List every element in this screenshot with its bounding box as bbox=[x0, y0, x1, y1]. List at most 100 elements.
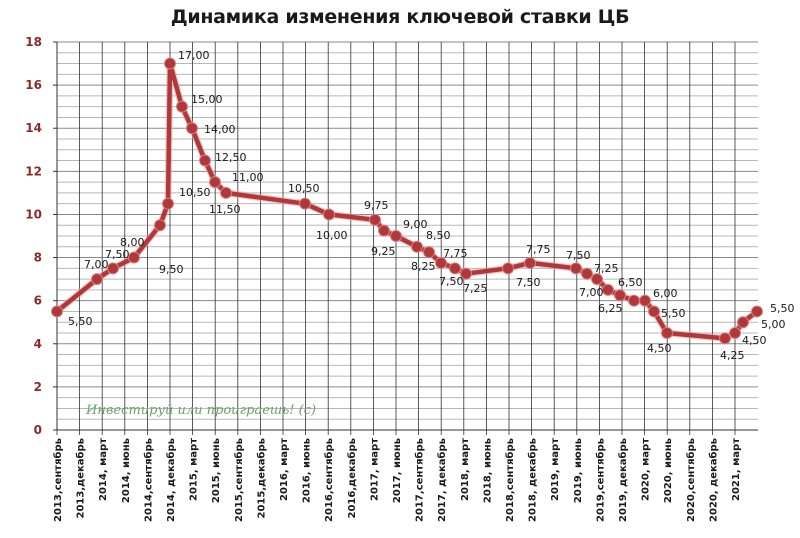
x-tick-label: 2019, июнь bbox=[573, 438, 584, 503]
x-tick-label: 2013,декабрь bbox=[75, 438, 87, 519]
data-point bbox=[128, 251, 140, 264]
series-line bbox=[55, 61, 759, 341]
y-tick-label: 4 bbox=[34, 337, 42, 351]
x-tick-label: 2015,сентябрь bbox=[233, 438, 245, 522]
data-label: 10,00 bbox=[316, 229, 348, 242]
data-point bbox=[751, 305, 763, 318]
data-point bbox=[154, 219, 166, 232]
data-label: 7,50 bbox=[566, 249, 591, 262]
data-point bbox=[209, 176, 221, 189]
data-label: 7,00 bbox=[579, 286, 604, 299]
data-label: 5,00 bbox=[761, 318, 786, 331]
x-tick-label: 2016, март bbox=[279, 438, 290, 501]
y-tick-label: 0 bbox=[34, 423, 42, 437]
x-tick-label: 2017, июнь bbox=[392, 438, 403, 503]
data-labels: 5,507,007,508,009,5010,5017,0015,0014,00… bbox=[68, 49, 795, 362]
x-tick-label: 2020, март bbox=[641, 438, 652, 501]
y-tick-label: 14 bbox=[25, 121, 42, 135]
data-point bbox=[570, 262, 582, 275]
chart-title: Динамика изменения ключевой ставки ЦБ bbox=[170, 6, 630, 28]
data-label: 7,25 bbox=[463, 282, 488, 295]
data-point bbox=[614, 289, 626, 302]
data-label: 7,75 bbox=[526, 243, 551, 256]
data-point bbox=[91, 273, 103, 286]
data-label: 9,00 bbox=[403, 218, 428, 231]
x-tick-label: 2019, декабрь bbox=[617, 438, 629, 522]
data-point bbox=[220, 186, 232, 199]
data-point bbox=[729, 327, 741, 339]
x-tick-label: 2014, март bbox=[98, 438, 109, 501]
data-point bbox=[369, 213, 381, 226]
y-tick-label: 2 bbox=[34, 380, 42, 394]
data-point bbox=[164, 57, 176, 70]
x-tick-label: 2020, декабрь bbox=[707, 438, 719, 522]
data-point bbox=[107, 262, 119, 275]
data-label: 11,50 bbox=[209, 203, 241, 216]
x-tick-label: 2017, декабрь bbox=[436, 438, 448, 522]
data-label: 5,50 bbox=[68, 315, 93, 328]
data-point bbox=[423, 246, 435, 259]
x-tick-label: 2017,сентябрь bbox=[414, 438, 426, 522]
x-tick-label: 2021, март bbox=[731, 438, 742, 501]
x-tick-label: 2014, декабрь bbox=[165, 438, 177, 522]
x-tick-label: 2015, март bbox=[189, 438, 200, 501]
data-label: 4,50 bbox=[742, 334, 767, 347]
data-point bbox=[186, 122, 198, 135]
data-label: 6,50 bbox=[618, 276, 643, 289]
data-label: 17,00 bbox=[178, 49, 210, 62]
x-tick-label: 2015,декабрь bbox=[255, 438, 267, 519]
data-point bbox=[449, 262, 461, 275]
y-axis: 0 2 4 6 8 10 12 14 16 18 bbox=[25, 35, 758, 437]
data-point bbox=[162, 197, 174, 210]
y-tick-label: 8 bbox=[34, 251, 42, 265]
data-label: 5,50 bbox=[661, 307, 686, 320]
watermark-annotation: Инвестируй или проиграешь! (с) bbox=[85, 403, 316, 418]
y-tick-label: 18 bbox=[25, 35, 42, 49]
data-label: 7,25 bbox=[594, 262, 619, 275]
x-tick-label: 2018, июнь bbox=[482, 438, 493, 503]
x-tick-label: 2014,сентябрь bbox=[142, 438, 154, 522]
data-label: 8,25 bbox=[411, 260, 436, 273]
data-label: 10,50 bbox=[179, 186, 211, 199]
data-label: 8,00 bbox=[120, 236, 145, 249]
data-point bbox=[176, 100, 188, 113]
data-label: 7,75 bbox=[443, 247, 468, 260]
x-tick-label: 2016,декабрь bbox=[346, 438, 358, 519]
data-label: 11,00 bbox=[232, 171, 264, 184]
data-point bbox=[51, 305, 63, 318]
data-label: 10,50 bbox=[288, 182, 320, 195]
data-point bbox=[524, 256, 536, 269]
x-tick-label: 2018, март bbox=[460, 438, 471, 501]
data-point bbox=[737, 316, 749, 329]
data-label: 6,25 bbox=[598, 302, 623, 315]
x-tick-label: 2014, июнь bbox=[121, 438, 132, 503]
data-point bbox=[639, 294, 651, 307]
data-label: 9,75 bbox=[364, 199, 389, 212]
x-tick-label: 2019, март bbox=[550, 438, 561, 501]
x-tick-label: 2018,сентябрь bbox=[504, 438, 516, 522]
x-tick-label: 2016,сентябрь bbox=[323, 438, 335, 522]
data-point bbox=[323, 208, 335, 221]
data-point bbox=[199, 154, 211, 167]
data-point bbox=[719, 332, 731, 345]
series-key-rate bbox=[51, 57, 763, 345]
data-point bbox=[591, 273, 603, 286]
x-tick-label: 2020,сентябрь bbox=[685, 438, 697, 522]
data-point bbox=[661, 327, 673, 339]
data-point bbox=[502, 262, 514, 275]
data-label: 15,00 bbox=[191, 93, 223, 106]
x-tick-label: 2020, июнь bbox=[663, 438, 674, 503]
x-tick-label: 2015, июнь bbox=[211, 438, 222, 503]
y-tick-label: 6 bbox=[34, 294, 42, 308]
x-tick-label: 2017, март bbox=[369, 438, 380, 501]
data-label: 6,00 bbox=[653, 287, 678, 300]
data-label: 9,25 bbox=[371, 245, 396, 258]
data-point bbox=[390, 230, 402, 242]
data-point bbox=[581, 267, 593, 280]
x-tick-label: 2013,сентябрь bbox=[52, 438, 64, 522]
data-label: 4,25 bbox=[720, 349, 745, 362]
data-label: 5,50 bbox=[770, 302, 795, 315]
data-point bbox=[602, 283, 614, 296]
data-point bbox=[378, 224, 390, 237]
